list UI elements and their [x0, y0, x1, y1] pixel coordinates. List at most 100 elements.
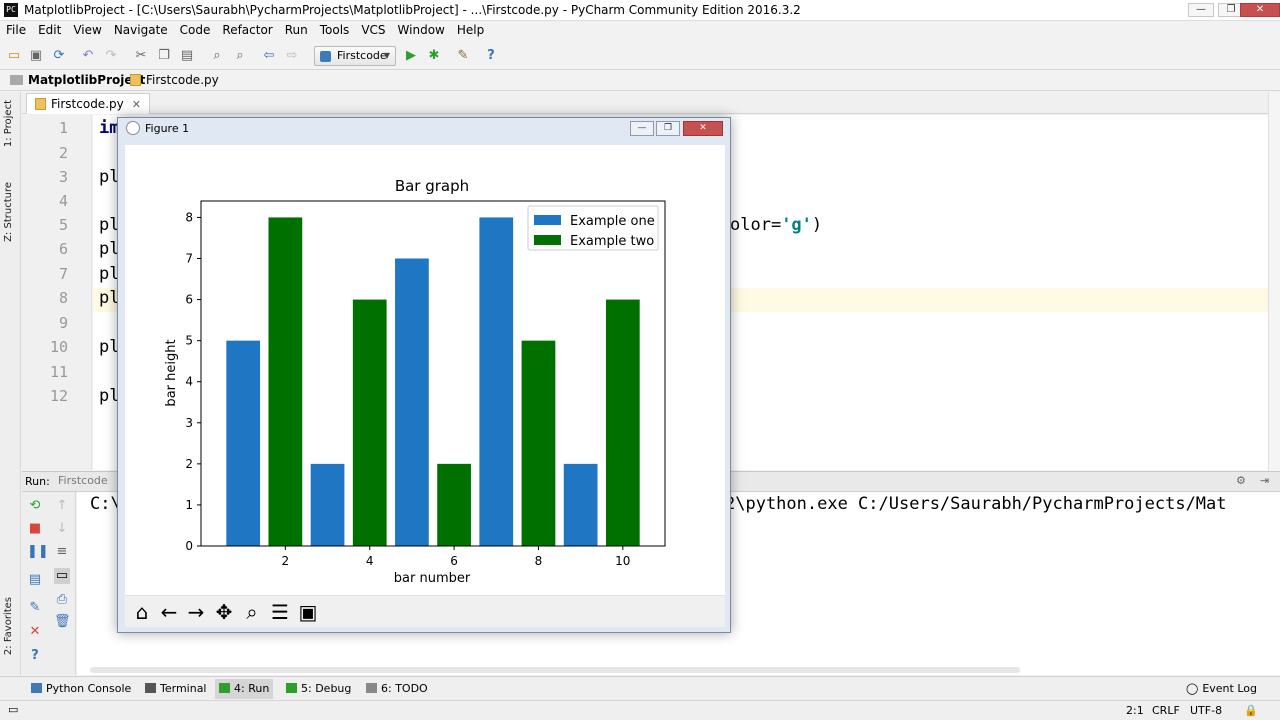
- editor-scroll-marker-stripe[interactable]: [1268, 92, 1280, 472]
- x-tick-label: 8: [535, 554, 543, 568]
- chart-y-axis-label: bar height: [164, 339, 179, 406]
- folder-icon: [10, 75, 23, 85]
- menu-tools[interactable]: Tools: [319, 23, 350, 37]
- line-number: 9: [58, 314, 68, 332]
- bar-example-two: [521, 340, 556, 546]
- run-panel-tab[interactable]: Firstcode: [58, 474, 108, 487]
- paste-icon[interactable]: ▤: [180, 48, 194, 63]
- bar-chart: Bar graph bar number bar height 0 1 2 3 4 5 6 7…: [164, 177, 666, 586]
- settings-icon[interactable]: ✎: [457, 48, 469, 63]
- run-tool-button[interactable]: 4: Run: [215, 679, 274, 699]
- event-log-button[interactable]: ◯ Event Log: [1182, 682, 1261, 695]
- console-output-left: C:\: [90, 494, 121, 514]
- save-figure-icon[interactable]: ▣: [298, 600, 318, 624]
- main-toolbar: ▭ ▣ ⟳ ↶ ↷ ✂ ❐ ▤ ⌕ ⌕ ⇦ ⇨ Firstcode ▼ ▶ ✱ …: [0, 42, 1280, 70]
- line-number: 8: [58, 289, 68, 307]
- menu-window[interactable]: Window: [397, 23, 445, 37]
- close-icon[interactable]: ✕: [29, 624, 41, 639]
- todo-tool-button[interactable]: 6: TODO: [362, 682, 432, 695]
- down-arrow-icon[interactable]: ↓: [56, 521, 68, 536]
- breadcrumb-file[interactable]: Firstcode.py: [130, 73, 219, 87]
- todo-tool-label: 6: TODO: [381, 682, 428, 695]
- run-icon[interactable]: ▶: [406, 48, 416, 63]
- favorites-tool-button[interactable]: 2: Favorites: [3, 597, 14, 656]
- close-tab-icon[interactable]: ✕: [131, 98, 141, 111]
- structure-tool-button[interactable]: Z: Structure: [3, 182, 14, 242]
- console-horizontal-scrollbar[interactable]: [90, 667, 1020, 673]
- debug-tool-button[interactable]: 5: Debug: [282, 682, 355, 695]
- menu-file[interactable]: File: [6, 23, 27, 37]
- sync-icon[interactable]: ⟳: [53, 48, 65, 63]
- figure-canvas[interactable]: Bar graph bar number bar height 0 1 2 3 4 5 6 7…: [125, 145, 725, 595]
- debug-icon: [286, 683, 297, 693]
- subplots-icon[interactable]: ☰: [271, 600, 289, 624]
- print-icon[interactable]: ⎙: [56, 592, 68, 607]
- debug-tool-label: 5: Debug: [301, 682, 352, 695]
- save-icon[interactable]: ▣: [29, 48, 43, 63]
- restore-layout-icon[interactable]: ▤: [28, 572, 42, 587]
- close-window-button[interactable]: ✕: [1240, 3, 1280, 17]
- figure-window[interactable]: Figure 1 — ❐ ✕ Bar graph bar number bar …: [117, 117, 731, 633]
- soft-wrap-icon[interactable]: ≡: [56, 544, 68, 559]
- figure-title: Figure 1: [145, 122, 190, 135]
- back-icon[interactable]: ⇦: [263, 48, 275, 63]
- stop-icon[interactable]: ■: [28, 521, 42, 536]
- figure-close-button[interactable]: ✕: [683, 121, 723, 136]
- lock-icon[interactable]: 🔒: [1244, 704, 1258, 717]
- help-icon[interactable]: ?: [31, 648, 39, 663]
- project-tool-button[interactable]: 1: Project: [3, 100, 14, 148]
- window-title: MatplotlibProject - [C:\Users\Saurabh\Py…: [24, 3, 801, 17]
- back-arrow-icon[interactable]: ←: [160, 600, 178, 624]
- up-arrow-icon[interactable]: ↑: [56, 498, 68, 513]
- forward-icon[interactable]: ⇨: [286, 48, 298, 63]
- menu-code[interactable]: Code: [179, 23, 211, 37]
- line-separator[interactable]: CRLF: [1152, 704, 1180, 717]
- home-icon[interactable]: ⌂: [135, 600, 149, 624]
- zoom-icon[interactable]: ⌕: [246, 600, 258, 624]
- hide-panel-icon[interactable]: ⇥: [1260, 474, 1270, 487]
- minimize-button[interactable]: —: [1188, 3, 1214, 17]
- breadcrumb-project[interactable]: MatplotlibProject: [10, 73, 145, 87]
- scroll-to-end-icon[interactable]: ▭: [54, 568, 70, 584]
- menu-navigate[interactable]: Navigate: [113, 23, 168, 37]
- run-tool-label: 4: Run: [234, 682, 270, 695]
- tab-firstcode-label: Firstcode.py: [51, 97, 124, 111]
- pin-icon[interactable]: ✎: [29, 600, 41, 615]
- menu-run[interactable]: Run: [284, 23, 308, 37]
- open-folder-icon[interactable]: ▭: [7, 48, 21, 63]
- bar-example-one: [395, 258, 429, 546]
- code-line-1: im: [99, 118, 120, 138]
- terminal-button[interactable]: Terminal: [141, 682, 211, 695]
- copy-icon[interactable]: ❐: [158, 48, 170, 63]
- run-configuration-select[interactable]: Firstcode ▼: [314, 46, 396, 66]
- undo-icon[interactable]: ↶: [82, 48, 94, 63]
- file-encoding[interactable]: UTF-8: [1190, 704, 1223, 717]
- python-console-button[interactable]: Python Console: [27, 682, 135, 695]
- debug-icon[interactable]: ✱: [428, 48, 440, 63]
- find-icon[interactable]: ⌕: [213, 48, 221, 63]
- y-tick-label: 1: [185, 498, 193, 512]
- help-icon[interactable]: ?: [487, 48, 495, 63]
- redo-icon[interactable]: ↷: [105, 48, 117, 63]
- replace-icon[interactable]: ⌕: [236, 48, 244, 63]
- figure-minimize-button[interactable]: —: [630, 121, 654, 136]
- forward-arrow-icon[interactable]: →: [187, 600, 205, 624]
- rerun-icon[interactable]: ⟲: [29, 498, 41, 513]
- menu-help[interactable]: Help: [456, 23, 485, 37]
- tab-firstcode[interactable]: Firstcode.py ✕: [26, 93, 150, 114]
- menu-refactor[interactable]: Refactor: [222, 23, 273, 37]
- trash-icon[interactable]: 🗑: [54, 614, 71, 629]
- toggle-tool-windows-icon[interactable]: ▭: [8, 703, 19, 716]
- caret-position[interactable]: 2:1: [1126, 704, 1144, 717]
- pan-icon[interactable]: ✥: [215, 600, 233, 624]
- cut-icon[interactable]: ✂: [135, 48, 147, 63]
- gear-icon[interactable]: ⚙: [1236, 474, 1246, 487]
- run-panel-label: Run:: [25, 475, 50, 488]
- y-tick-label: 0: [185, 539, 193, 553]
- pause-icon[interactable]: ❚❚: [27, 544, 49, 559]
- python-console-label: Python Console: [46, 682, 132, 695]
- figure-maximize-button[interactable]: ❐: [656, 121, 680, 136]
- menu-view[interactable]: View: [73, 23, 102, 37]
- menu-edit[interactable]: Edit: [38, 23, 62, 37]
- menu-vcs[interactable]: VCS: [361, 23, 386, 37]
